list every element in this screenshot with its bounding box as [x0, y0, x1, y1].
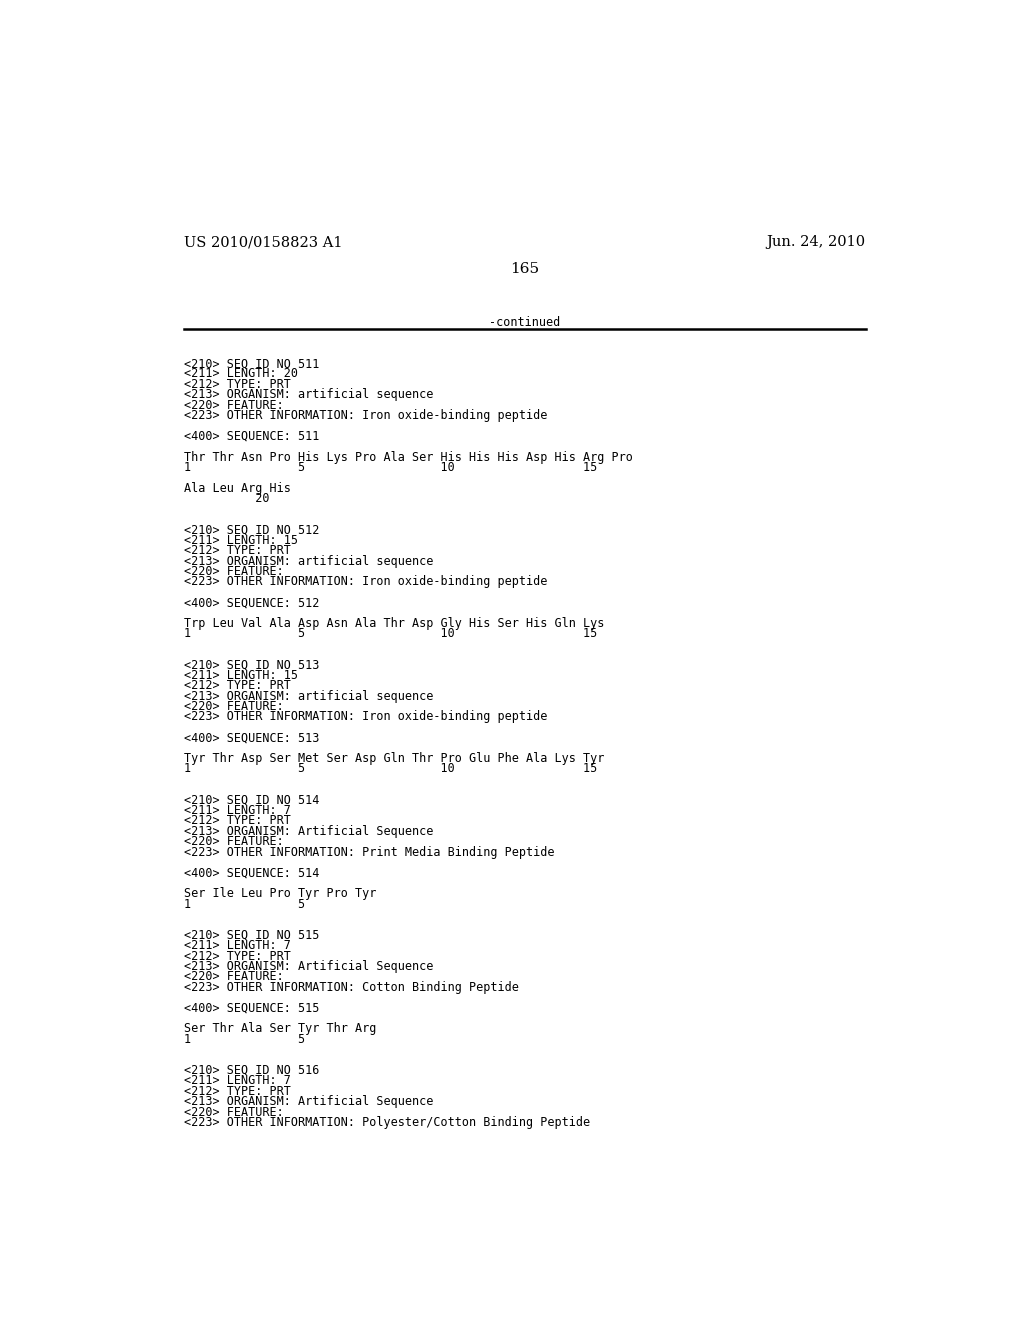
Text: <220> FEATURE:: <220> FEATURE:: [183, 836, 284, 849]
Text: <211> LENGTH: 15: <211> LENGTH: 15: [183, 669, 298, 682]
Text: 1               5                   10                  15: 1 5 10 15: [183, 763, 597, 775]
Text: <223> OTHER INFORMATION: Iron oxide-binding peptide: <223> OTHER INFORMATION: Iron oxide-bind…: [183, 576, 547, 589]
Text: <212> TYPE: PRT: <212> TYPE: PRT: [183, 814, 291, 828]
Text: Jun. 24, 2010: Jun. 24, 2010: [767, 235, 866, 249]
Text: 165: 165: [510, 263, 540, 276]
Text: <211> LENGTH: 15: <211> LENGTH: 15: [183, 533, 298, 546]
Text: <223> OTHER INFORMATION: Cotton Binding Peptide: <223> OTHER INFORMATION: Cotton Binding …: [183, 981, 519, 994]
Text: Thr Thr Asn Pro His Lys Pro Ala Ser His His His Asp His Arg Pro: Thr Thr Asn Pro His Lys Pro Ala Ser His …: [183, 450, 633, 463]
Text: <213> ORGANISM: Artificial Sequence: <213> ORGANISM: Artificial Sequence: [183, 825, 433, 838]
Text: <213> ORGANISM: artificial sequence: <213> ORGANISM: artificial sequence: [183, 689, 433, 702]
Text: 1               5                   10                  15: 1 5 10 15: [183, 461, 597, 474]
Text: <213> ORGANISM: Artificial Sequence: <213> ORGANISM: Artificial Sequence: [183, 960, 433, 973]
Text: <400> SEQUENCE: 512: <400> SEQUENCE: 512: [183, 597, 319, 609]
Text: Ala Leu Arg His: Ala Leu Arg His: [183, 482, 291, 495]
Text: Ser Ile Leu Pro Tyr Pro Tyr: Ser Ile Leu Pro Tyr Pro Tyr: [183, 887, 376, 900]
Text: <210> SEQ ID NO 515: <210> SEQ ID NO 515: [183, 929, 319, 941]
Text: <220> FEATURE:: <220> FEATURE:: [183, 565, 284, 578]
Text: <210> SEQ ID NO 511: <210> SEQ ID NO 511: [183, 358, 319, 370]
Text: <400> SEQUENCE: 515: <400> SEQUENCE: 515: [183, 1002, 319, 1015]
Text: US 2010/0158823 A1: US 2010/0158823 A1: [183, 235, 342, 249]
Text: <210> SEQ ID NO 516: <210> SEQ ID NO 516: [183, 1064, 319, 1077]
Text: <213> ORGANISM: artificial sequence: <213> ORGANISM: artificial sequence: [183, 388, 433, 401]
Text: Tyr Thr Asp Ser Met Ser Asp Gln Thr Pro Glu Phe Ala Lys Tyr: Tyr Thr Asp Ser Met Ser Asp Gln Thr Pro …: [183, 752, 604, 766]
Text: <220> FEATURE:: <220> FEATURE:: [183, 700, 284, 713]
Text: <210> SEQ ID NO 514: <210> SEQ ID NO 514: [183, 793, 319, 807]
Text: <211> LENGTH: 7: <211> LENGTH: 7: [183, 804, 291, 817]
Text: <400> SEQUENCE: 514: <400> SEQUENCE: 514: [183, 866, 319, 879]
Text: 20: 20: [183, 492, 269, 506]
Text: 1               5                   10                  15: 1 5 10 15: [183, 627, 597, 640]
Text: <223> OTHER INFORMATION: Iron oxide-binding peptide: <223> OTHER INFORMATION: Iron oxide-bind…: [183, 409, 547, 422]
Text: <210> SEQ ID NO 512: <210> SEQ ID NO 512: [183, 524, 319, 536]
Text: <223> OTHER INFORMATION: Print Media Binding Peptide: <223> OTHER INFORMATION: Print Media Bin…: [183, 846, 554, 858]
Text: <213> ORGANISM: artificial sequence: <213> ORGANISM: artificial sequence: [183, 554, 433, 568]
Text: <220> FEATURE:: <220> FEATURE:: [183, 1106, 284, 1118]
Text: 1               5: 1 5: [183, 1032, 305, 1045]
Text: <220> FEATURE:: <220> FEATURE:: [183, 399, 284, 412]
Text: <211> LENGTH: 7: <211> LENGTH: 7: [183, 1074, 291, 1088]
Text: <400> SEQUENCE: 513: <400> SEQUENCE: 513: [183, 731, 319, 744]
Text: <213> ORGANISM: Artificial Sequence: <213> ORGANISM: Artificial Sequence: [183, 1096, 433, 1107]
Text: Trp Leu Val Ala Asp Asn Ala Thr Asp Gly His Ser His Gln Lys: Trp Leu Val Ala Asp Asn Ala Thr Asp Gly …: [183, 616, 604, 630]
Text: 1               5: 1 5: [183, 898, 305, 911]
Text: <212> TYPE: PRT: <212> TYPE: PRT: [183, 680, 291, 692]
Text: Ser Thr Ala Ser Tyr Thr Arg: Ser Thr Ala Ser Tyr Thr Arg: [183, 1022, 376, 1035]
Text: <220> FEATURE:: <220> FEATURE:: [183, 970, 284, 983]
Text: <211> LENGTH: 7: <211> LENGTH: 7: [183, 940, 291, 952]
Text: <223> OTHER INFORMATION: Polyester/Cotton Binding Peptide: <223> OTHER INFORMATION: Polyester/Cotto…: [183, 1115, 590, 1129]
Text: <212> TYPE: PRT: <212> TYPE: PRT: [183, 949, 291, 962]
Text: -continued: -continued: [489, 317, 560, 329]
Text: <212> TYPE: PRT: <212> TYPE: PRT: [183, 544, 291, 557]
Text: <211> LENGTH: 20: <211> LENGTH: 20: [183, 367, 298, 380]
Text: <400> SEQUENCE: 511: <400> SEQUENCE: 511: [183, 430, 319, 442]
Text: <223> OTHER INFORMATION: Iron oxide-binding peptide: <223> OTHER INFORMATION: Iron oxide-bind…: [183, 710, 547, 723]
Text: <212> TYPE: PRT: <212> TYPE: PRT: [183, 1085, 291, 1098]
Text: <210> SEQ ID NO 513: <210> SEQ ID NO 513: [183, 659, 319, 672]
Text: <212> TYPE: PRT: <212> TYPE: PRT: [183, 378, 291, 391]
